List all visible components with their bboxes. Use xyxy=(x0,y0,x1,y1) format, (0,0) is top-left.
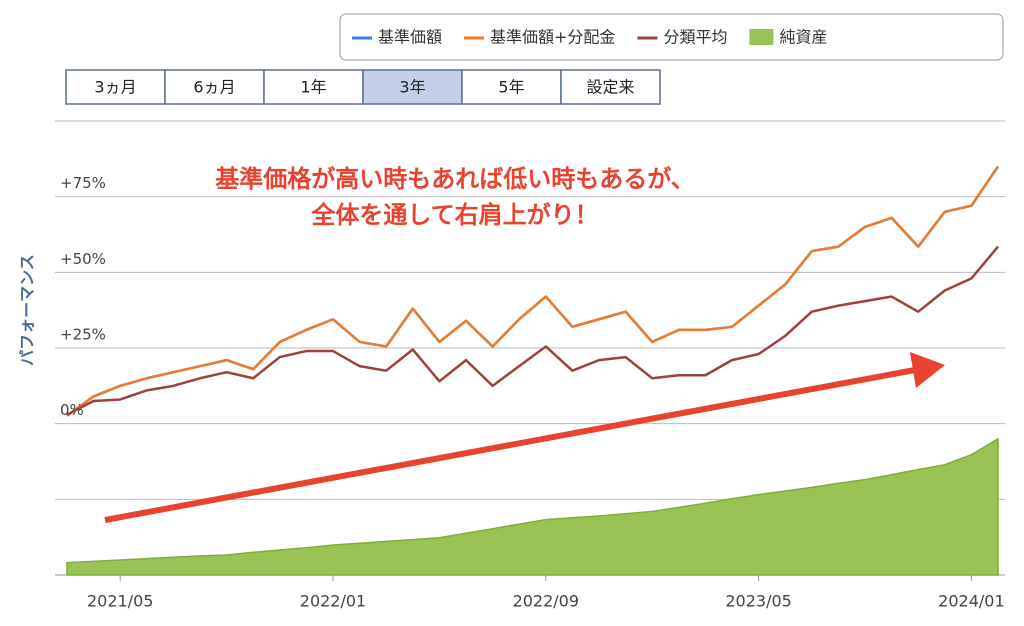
x-tick-label: 2023/05 xyxy=(725,592,791,611)
tab-label[interactable]: 6ヵ月 xyxy=(193,78,235,97)
legend-box xyxy=(339,13,1004,61)
x-tick-label: 2022/01 xyxy=(300,592,366,611)
annotation: 全体を通して右肩上がり！ xyxy=(310,201,598,229)
y-tick-label: +25% xyxy=(60,326,106,344)
legend-label: 分類平均 xyxy=(663,28,727,47)
arrow-head xyxy=(910,352,945,388)
x-tick-label: 2022/09 xyxy=(513,592,579,611)
tab-label[interactable]: 設定来 xyxy=(586,78,634,97)
tab[interactable] xyxy=(65,69,166,105)
legend-label: 基準価額 xyxy=(378,28,442,47)
tab[interactable] xyxy=(461,69,562,105)
tab[interactable] xyxy=(560,69,661,105)
legend: 基準価額 基準価額+分配金 分類平均 純資産 xyxy=(352,28,827,47)
x-tick-label: 2021/05 xyxy=(87,592,153,611)
plot xyxy=(66,165,1000,576)
y-tick-label: +50% xyxy=(60,250,106,268)
tab-label[interactable]: 1年 xyxy=(300,78,326,97)
tab[interactable] xyxy=(362,69,463,105)
arrow-line xyxy=(104,367,916,523)
tab-label[interactable]: 5年 xyxy=(498,78,524,97)
annotation: 基準価格が高い時もあれば低い時もあるが、 xyxy=(215,165,695,193)
legend-label: 基準価額+分配金 xyxy=(490,28,615,47)
y-axis-label: パフォーマンス xyxy=(18,254,37,366)
arrow xyxy=(104,352,945,523)
legend-swatch xyxy=(749,29,774,45)
line xyxy=(66,165,1000,417)
legend-label: 純資産 xyxy=(779,28,827,47)
line xyxy=(66,245,999,416)
tabs: 3ヵ月 6ヵ月 1年 3年 5年 設定来 xyxy=(65,69,661,105)
y-tick-label: +75% xyxy=(60,174,106,192)
tab-label[interactable]: 3年 xyxy=(399,78,425,97)
x-tick-label: 2024/01 xyxy=(938,592,1004,611)
area xyxy=(66,437,999,576)
y-tick-label: 0% xyxy=(60,401,84,419)
tab-label[interactable]: 3ヵ月 xyxy=(94,78,136,97)
